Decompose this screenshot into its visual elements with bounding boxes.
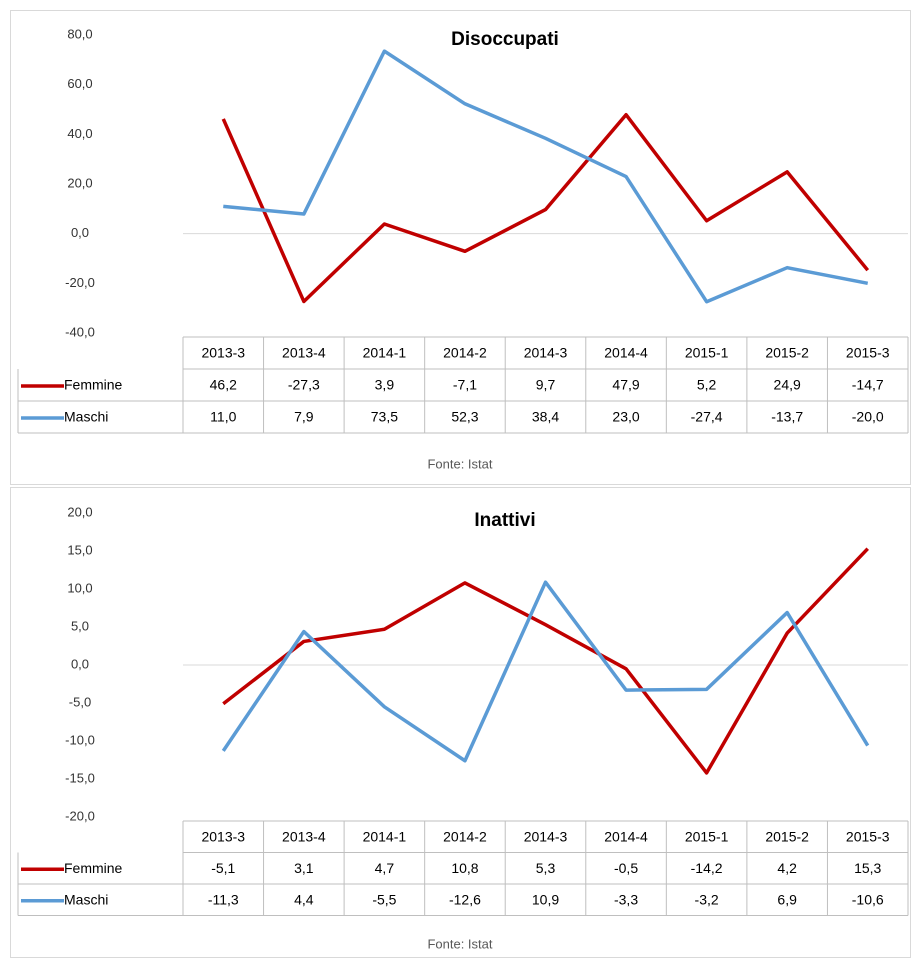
data-label: -0,5: [614, 860, 638, 876]
data-label: -14,2: [691, 860, 723, 876]
data-label: 52,3: [451, 409, 478, 425]
data-label: -13,7: [771, 409, 803, 425]
data-label: -7,1: [453, 377, 477, 393]
chart-title: Disoccupati: [451, 29, 559, 50]
x-tick-label: 2014-4: [604, 345, 648, 361]
y-tick-label: 60,0: [67, 76, 92, 91]
data-label: -11,3: [208, 891, 239, 907]
source-note: Fonte: Istat: [427, 936, 492, 951]
series-line: [222, 547, 869, 775]
data-label: -10,6: [852, 891, 884, 907]
data-label: -27,3: [288, 377, 320, 393]
legend-label: Maschi: [64, 409, 108, 425]
data-label: 7,9: [294, 409, 314, 425]
data-label: -14,7: [852, 377, 884, 393]
data-label: 23,0: [612, 409, 639, 425]
x-tick-label: 2015-3: [846, 828, 890, 844]
x-tick-label: 2015-1: [685, 828, 729, 844]
legend-label: Femmine: [64, 860, 123, 876]
y-tick-label: 10,0: [67, 580, 92, 595]
legend-label: Maschi: [64, 891, 108, 907]
x-tick-label: 2014-3: [524, 828, 568, 844]
data-label: 5,2: [697, 377, 717, 393]
data-label: -3,2: [695, 891, 719, 907]
x-tick-label: 2015-3: [846, 345, 890, 361]
series-line: [221, 580, 870, 763]
x-tick-label: 2014-1: [363, 828, 407, 844]
x-tick-label: 2014-2: [443, 345, 487, 361]
y-tick-label: -40,0: [65, 324, 95, 339]
data-label: 4,7: [375, 860, 395, 876]
data-label: 47,9: [612, 377, 639, 393]
y-tick-label: -20,0: [65, 808, 95, 823]
data-label: 38,4: [532, 409, 559, 425]
x-tick-label: 2013-4: [282, 345, 326, 361]
data-label: 73,5: [371, 409, 398, 425]
data-label: -20,0: [852, 409, 884, 425]
data-label: -5,1: [211, 860, 235, 876]
chart-frame: [10, 487, 911, 958]
y-tick-label: 0,0: [71, 656, 89, 671]
x-tick-label: 2015-1: [685, 345, 729, 361]
y-tick-label: -5,0: [69, 694, 91, 709]
x-tick-label: 2013-4: [282, 828, 326, 844]
data-label: 46,2: [210, 377, 237, 393]
data-label: 4,4: [294, 891, 314, 907]
legend-label: Femmine: [64, 377, 123, 393]
data-label: 6,9: [777, 891, 797, 907]
x-tick-label: 2014-3: [524, 345, 568, 361]
y-tick-label: -10,0: [65, 732, 95, 747]
y-tick-label: 20,0: [67, 175, 92, 190]
y-tick-label: 5,0: [71, 618, 89, 633]
series-line: [221, 112, 870, 304]
x-tick-label: 2013-3: [201, 345, 245, 361]
x-tick-label: 2014-1: [363, 345, 407, 361]
series-line: [223, 49, 869, 304]
data-label: 5,3: [536, 860, 556, 876]
data-label: 10,8: [451, 860, 478, 876]
source-note: Fonte: Istat: [427, 456, 492, 471]
y-tick-label: 40,0: [67, 126, 92, 141]
y-tick-label: -15,0: [65, 770, 95, 785]
chart-title: Inattivi: [474, 510, 535, 531]
data-label: -3,3: [614, 891, 638, 907]
x-tick-label: 2014-2: [443, 828, 487, 844]
x-tick-label: 2015-2: [765, 345, 809, 361]
y-tick-label: 80,0: [67, 26, 92, 41]
y-tick-label: 15,0: [67, 542, 92, 557]
data-label: 3,9: [375, 377, 395, 393]
x-tick-label: 2013-3: [201, 828, 245, 844]
x-tick-label: 2015-2: [765, 828, 809, 844]
data-label: 3,1: [294, 860, 314, 876]
chart-frame: [10, 10, 911, 485]
data-label: -12,6: [449, 891, 481, 907]
y-tick-label: 20,0: [67, 504, 92, 519]
data-label: -5,5: [372, 891, 396, 907]
data-label: 4,2: [777, 860, 797, 876]
y-tick-label: -20,0: [65, 275, 95, 290]
data-label: 15,3: [854, 860, 881, 876]
y-tick-label: 0,0: [71, 225, 89, 240]
data-label: 11,0: [210, 409, 236, 425]
data-label: -27,4: [691, 409, 723, 425]
data-label: 24,9: [774, 377, 801, 393]
data-label: 10,9: [532, 891, 559, 907]
x-tick-label: 2014-4: [604, 828, 648, 844]
data-label: 9,7: [536, 377, 556, 393]
